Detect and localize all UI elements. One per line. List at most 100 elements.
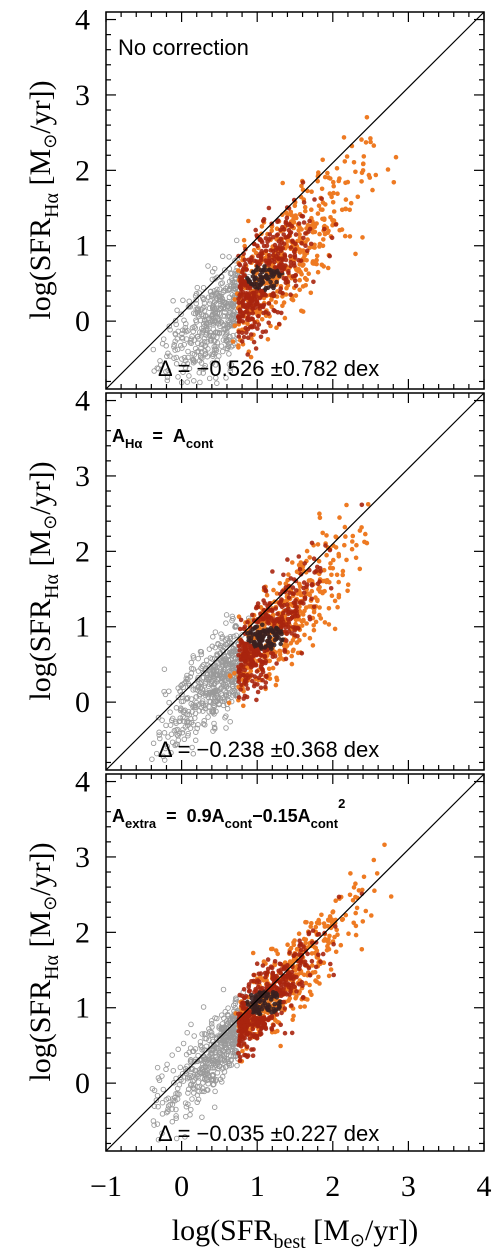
data-point-low-density xyxy=(231,679,237,686)
data-point-red xyxy=(284,638,289,643)
data-point-low-density xyxy=(165,1103,172,1109)
data-point-low-density xyxy=(185,1090,191,1096)
data-point-red xyxy=(239,275,245,281)
data-point-orange xyxy=(324,552,329,558)
data-point-red xyxy=(288,292,293,298)
data-point-red xyxy=(254,652,260,658)
data-point-orange xyxy=(331,557,336,563)
data-point-orange xyxy=(299,623,305,628)
data-point-red xyxy=(251,972,256,978)
data-point-low-density xyxy=(211,720,217,727)
data-point-orange xyxy=(320,200,326,205)
data-point-orange xyxy=(351,885,357,890)
data-point-red xyxy=(236,695,242,700)
data-point-red xyxy=(272,620,277,626)
data-point-red xyxy=(253,267,259,273)
data-point-orange xyxy=(274,591,280,596)
data-point-low-density xyxy=(222,637,229,643)
data-point-red xyxy=(274,1012,280,1017)
data-point-red xyxy=(267,1015,272,1020)
data-point-low-density xyxy=(227,368,233,375)
data-point-red xyxy=(307,616,313,622)
data-point-low-density xyxy=(166,699,172,706)
data-point-red xyxy=(308,241,314,247)
data-point-red xyxy=(237,1058,243,1063)
data-point-red xyxy=(274,625,279,631)
data-point-low-density xyxy=(200,670,207,677)
y-tick-label: 4 xyxy=(75,385,90,418)
data-point-red xyxy=(261,598,266,603)
data-point-low-density xyxy=(201,365,208,371)
data-point-low-density xyxy=(190,666,197,672)
data-point-low-density xyxy=(167,327,173,333)
data-point-orange xyxy=(303,980,309,986)
data-point-low-density xyxy=(229,1036,236,1043)
data-point-orange xyxy=(300,612,306,617)
data-point-orange xyxy=(367,175,373,180)
data-point-red xyxy=(246,279,252,285)
data-point-low-density xyxy=(220,673,227,680)
one-to-one-line xyxy=(105,773,485,1152)
data-point-low-density xyxy=(173,354,180,361)
data-point-low-density xyxy=(206,676,213,682)
data-point-red xyxy=(237,1038,242,1043)
data-point-low-density xyxy=(164,353,170,360)
data-point-orange xyxy=(302,1004,308,1009)
data-point-orange xyxy=(286,998,291,1003)
sun-symbol: ⊙ xyxy=(40,896,60,911)
data-point-low-density xyxy=(219,253,226,260)
data-point-red xyxy=(265,966,271,972)
data-point-low-density xyxy=(200,294,206,301)
data-point-orange xyxy=(360,161,366,167)
data-point-orange xyxy=(320,530,326,536)
y-axis-label: log(SFRHα [M⊙/yr]) xyxy=(24,461,63,700)
data-point-red xyxy=(272,1001,277,1007)
data-point-orange xyxy=(294,946,300,952)
data-point-red xyxy=(282,647,287,653)
data-point-orange xyxy=(240,1048,245,1054)
data-point-orange xyxy=(353,251,358,257)
data-point-low-density xyxy=(168,731,175,737)
data-point-orange xyxy=(316,203,322,208)
data-point-low-density xyxy=(226,361,233,367)
data-point-red xyxy=(263,248,269,254)
data-point-low-density xyxy=(175,374,181,380)
one-to-one-line xyxy=(105,11,485,390)
data-point-orange xyxy=(357,566,363,572)
data-point-red xyxy=(242,1023,247,1028)
data-point-low-density xyxy=(195,655,201,662)
data-point-low-density xyxy=(210,351,217,358)
data-point-red xyxy=(286,270,291,276)
data-point-low-density xyxy=(226,351,232,357)
data-point-red xyxy=(236,300,242,306)
data-point-orange xyxy=(311,627,317,633)
data-point-low-density xyxy=(186,373,192,379)
data-point-orange xyxy=(232,323,238,329)
data-point-orange xyxy=(356,888,362,893)
data-point-low-density xyxy=(189,709,195,715)
data-point-orange xyxy=(298,560,304,565)
data-point-low-density xyxy=(223,375,229,381)
data-point-orange xyxy=(308,290,314,296)
data-point-low-density xyxy=(209,276,216,283)
data-point-low-density xyxy=(167,722,174,728)
data-point-low-density xyxy=(150,346,157,353)
data-point-orange xyxy=(344,154,350,159)
data-point-orange xyxy=(334,166,340,171)
data-point-orange xyxy=(315,542,321,547)
data-point-red xyxy=(256,1009,262,1014)
data-point-red xyxy=(275,611,280,617)
data-point-low-density xyxy=(195,1079,202,1085)
data-point-low-density xyxy=(209,268,216,275)
data-point-orange xyxy=(304,226,309,231)
data-point-low-density xyxy=(185,695,191,701)
data-point-red xyxy=(304,962,309,968)
data-point-red xyxy=(290,585,296,590)
data-point-orange xyxy=(348,871,353,876)
data-point-red xyxy=(271,292,277,298)
data-point-orange xyxy=(297,247,303,252)
data-point-red xyxy=(294,588,299,593)
data-point-red xyxy=(277,979,282,984)
data-point-orange xyxy=(300,284,306,289)
data-point-orange xyxy=(280,303,285,309)
